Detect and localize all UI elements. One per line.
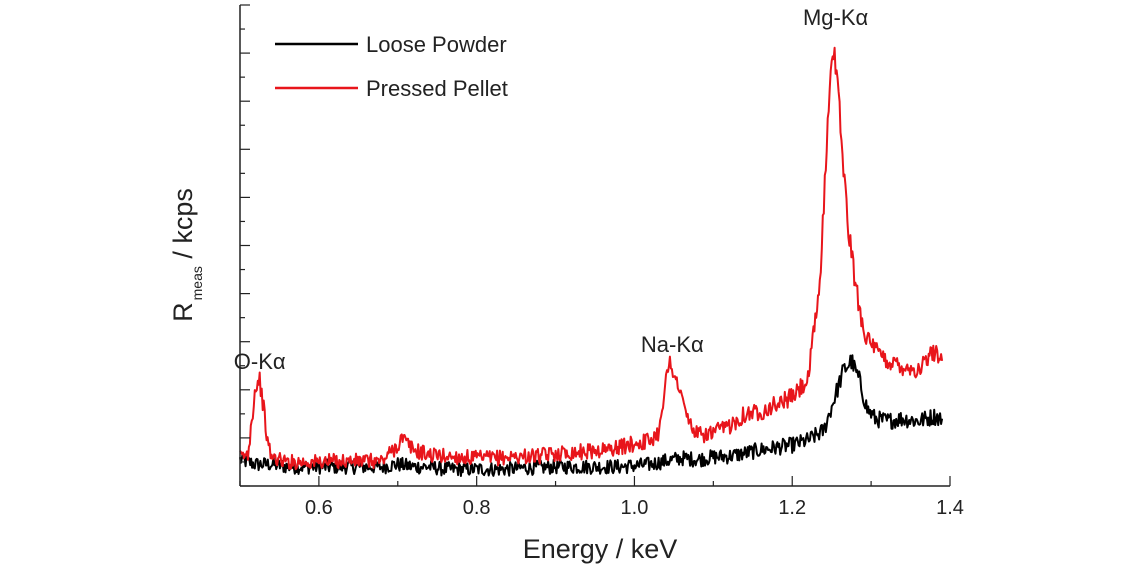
- peak-label: Na-Kα: [641, 332, 704, 357]
- series-line-pressed-pellet: [239, 46, 944, 471]
- legend-label-loose-powder: Loose Powder: [366, 32, 507, 57]
- axes-layer: 0.6 0.8 1.0 1.2 1.4: [239, 4, 964, 519]
- legend: Loose Powder Pressed Pellet: [275, 32, 508, 101]
- series-layer: [239, 46, 944, 477]
- legend-label-pressed-pellet: Pressed Pellet: [366, 76, 508, 101]
- y-axis-title: Rmeas / kcps: [168, 188, 205, 322]
- y-axis-title-sub: meas: [189, 266, 205, 300]
- y-axis-title-unit: / kcps: [168, 188, 198, 266]
- x-tick-label: 0.6: [305, 497, 333, 519]
- x-tick-label: 1.0: [621, 497, 649, 519]
- x-tick-label: 1.2: [778, 497, 806, 519]
- peak-label: Mg-Kα: [803, 5, 869, 30]
- peak-label: O-Kα: [234, 349, 286, 374]
- x-tick-label: 1.4: [936, 497, 964, 519]
- x-axis-title: Energy / keV: [523, 534, 678, 564]
- y-axis-title-main: R: [168, 302, 198, 322]
- x-tick-label: 0.8: [463, 497, 491, 519]
- series-line-loose-powder: [239, 354, 944, 477]
- peak-annotations: O-Kα Na-Kα Mg-Kα: [234, 5, 869, 374]
- svg-text:Rmeas / kcps: Rmeas / kcps: [168, 188, 205, 322]
